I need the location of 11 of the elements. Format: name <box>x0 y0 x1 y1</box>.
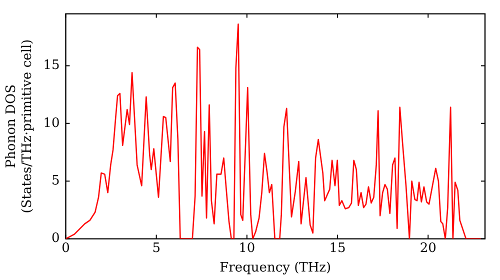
x-tick-label: 20 <box>420 240 436 256</box>
y-tick-label: 10 <box>43 116 60 131</box>
x-tick-label: 0 <box>62 240 70 256</box>
y-tick-label: 0 <box>51 231 60 246</box>
x-axis-title: Frequency (THz) <box>220 260 332 276</box>
x-tick-label: 10 <box>238 240 256 256</box>
y-tick-label: 15 <box>43 58 60 74</box>
y-tick-label: 5 <box>51 173 60 188</box>
x-tick-label: 5 <box>152 240 160 256</box>
x-tick-label: 15 <box>329 240 346 256</box>
y-axis-title: Phonon DOS (States/THz·primitive cell) <box>4 39 35 214</box>
